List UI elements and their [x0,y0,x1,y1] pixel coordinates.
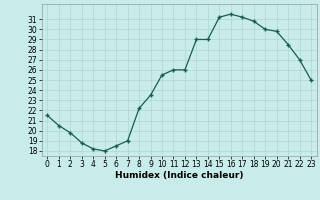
X-axis label: Humidex (Indice chaleur): Humidex (Indice chaleur) [115,171,244,180]
